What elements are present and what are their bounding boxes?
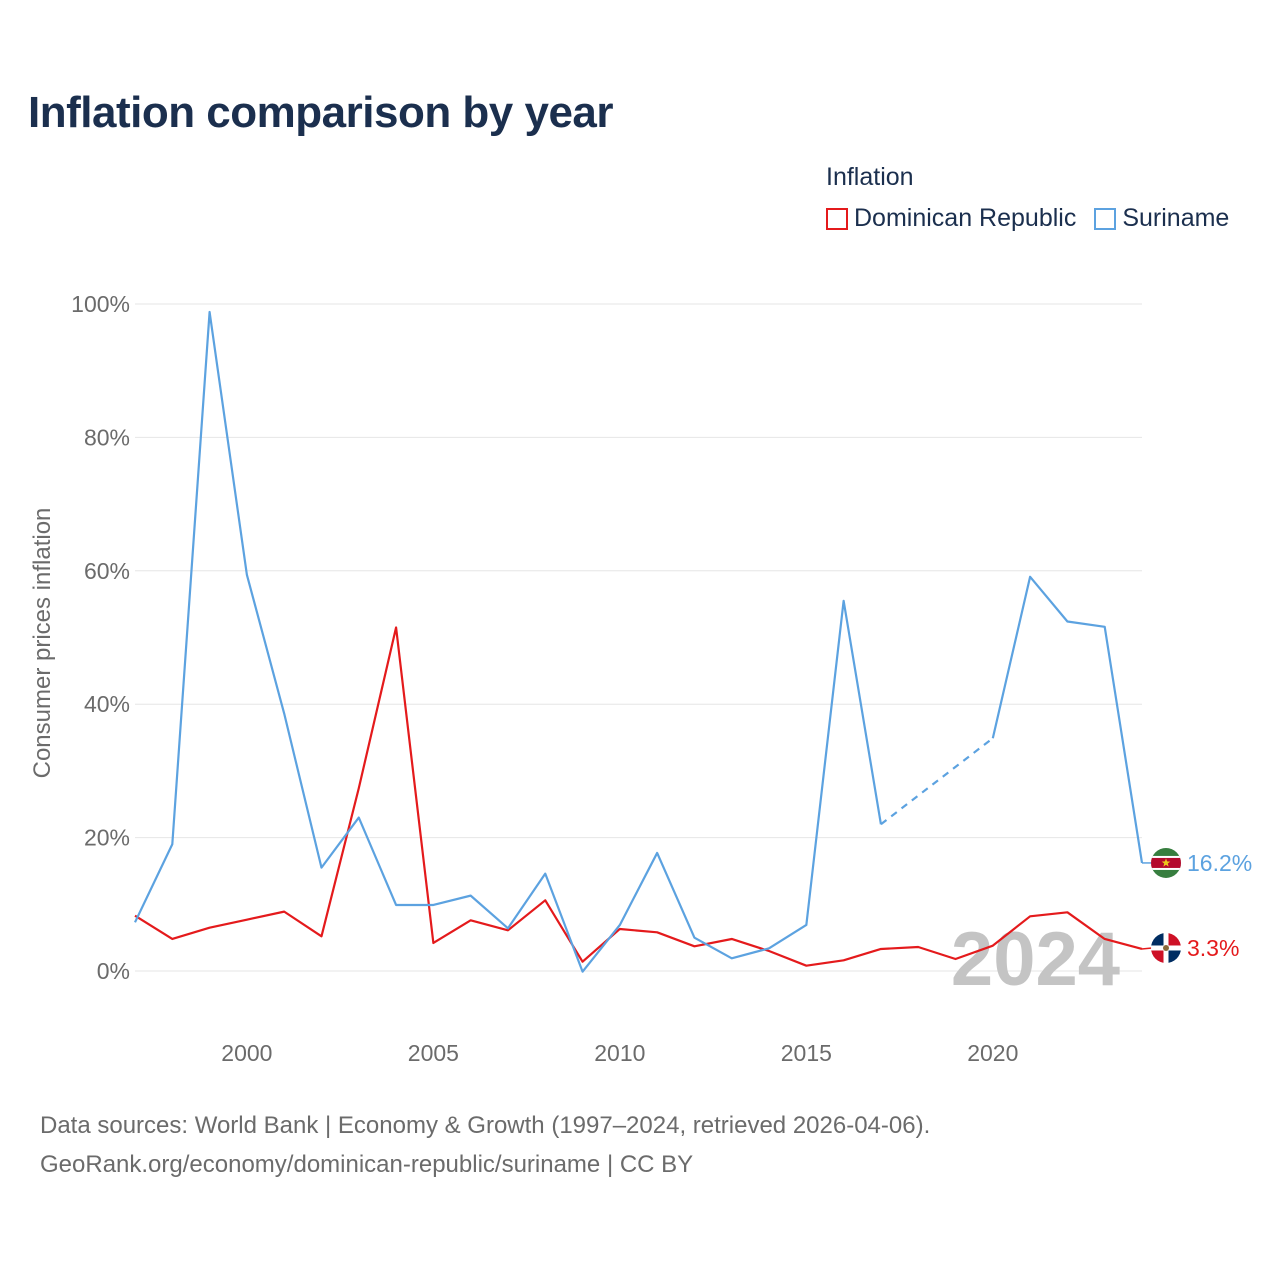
gridlines (135, 303, 1142, 972)
x-axis-ticks: 2000 2005 2010 2015 2020 (221, 1040, 1018, 1066)
series-line-suriname (134, 310, 883, 973)
x-tick-label: 2000 (221, 1040, 272, 1066)
legend-swatch-suriname (1094, 207, 1117, 230)
series-line-dominican-republic (134, 626, 1143, 967)
legend-swatch-dominican-republic (826, 207, 848, 230)
legend-label-suriname: Suriname (1122, 204, 1230, 232)
source-note: Data sources: World Bank | Economy & Gro… (40, 1106, 930, 1184)
y-tick-label: 80% (84, 424, 130, 450)
end-value-label-dominican-republic: 3.3% (1187, 935, 1239, 961)
source-line-1: Data sources: World Bank | Economy & Gro… (40, 1112, 931, 1139)
end-connector-dominican-republic (1141, 947, 1153, 950)
source-line-2[interactable]: GeoRank.org/economy/dominican-republic/s… (40, 1151, 694, 1178)
series-lines (134, 310, 1144, 973)
legend-title: Inflation (826, 163, 914, 191)
end-value-label-suriname: 16.2% (1187, 850, 1252, 876)
y-axis-label: Consumer prices inflation (29, 508, 56, 779)
y-tick-label: 100% (71, 291, 130, 317)
dominican-republic-flag-icon (1151, 932, 1181, 963)
y-tick-label: 40% (84, 691, 130, 717)
x-tick-label: 2005 (408, 1040, 459, 1066)
y-axis-ticks: 0% 20% 40% 60% 80% 100% (71, 291, 130, 984)
y-tick-label: 20% (84, 825, 130, 851)
legend: Dominican Republic Suriname (826, 204, 1229, 233)
series-line-suriname (991, 575, 1144, 864)
y-tick-label: 0% (97, 958, 130, 984)
year-watermark: 2024 (951, 917, 1120, 1002)
x-tick-label: 2020 (967, 1040, 1018, 1066)
legend-item-dominican-republic[interactable]: Dominican Republic (826, 204, 1076, 233)
suriname-flag-icon (1151, 847, 1181, 878)
legend-label-dominican-republic: Dominican Republic (854, 204, 1077, 232)
legend-item-suriname[interactable]: Suriname (1094, 204, 1229, 233)
end-labels: 16.2% 3.3% (1141, 847, 1252, 963)
chart-title: Inflation comparison by year (28, 88, 614, 137)
y-tick-label: 60% (84, 558, 130, 584)
x-tick-label: 2015 (781, 1040, 832, 1066)
series-gap-suriname (880, 737, 994, 826)
x-tick-label: 2010 (594, 1040, 645, 1066)
